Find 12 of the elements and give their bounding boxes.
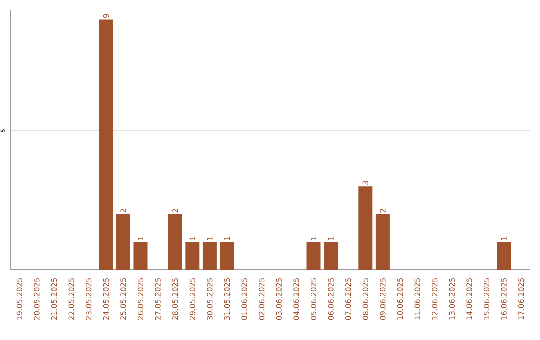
bar bbox=[306, 242, 321, 270]
bar bbox=[497, 242, 512, 270]
bar bbox=[116, 214, 130, 270]
bar bbox=[134, 242, 148, 270]
bar bbox=[220, 242, 234, 270]
bar bbox=[168, 214, 182, 270]
bar bbox=[324, 242, 338, 270]
bar bbox=[99, 20, 114, 270]
bar bbox=[202, 242, 217, 270]
bar bbox=[376, 214, 390, 270]
bar bbox=[358, 186, 373, 270]
bar bbox=[186, 242, 200, 270]
